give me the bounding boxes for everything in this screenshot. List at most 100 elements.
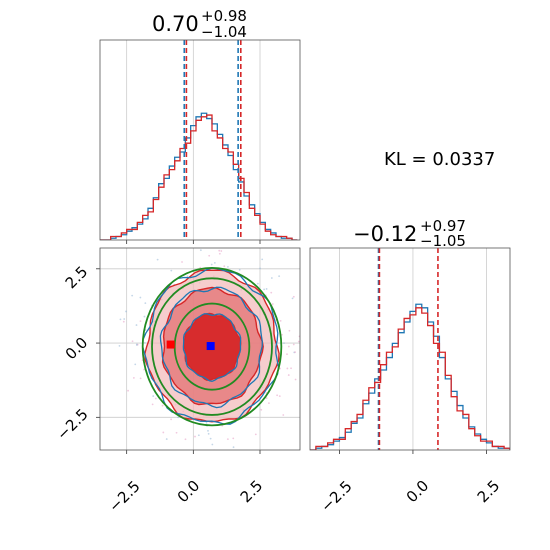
scatter-point [139,296,142,299]
scatter-point [123,318,126,320]
scatter-point [256,282,259,285]
joint-panel [96,248,302,454]
scatter-point [207,432,210,435]
scatter-point [197,434,200,437]
joint-plot-area [100,248,302,450]
blue-contour-line [182,313,242,382]
scatter-point [208,254,211,257]
scatter-point [161,404,164,407]
scatter-point [122,320,125,323]
scatter-point [119,318,122,321]
joint-y-tick-labels: 2.5 0.0 −2.5 [53,263,91,444]
right-marginal-panel [310,248,510,454]
scatter-point [270,277,273,279]
scatter-point [118,344,121,347]
scatter-point [238,268,241,271]
joint-y-tick: 0.0 [62,334,92,364]
scatter-point [287,345,290,348]
scatter-point [259,267,261,270]
scatter-point [220,250,223,252]
scatter-point [254,433,257,436]
scatter-point [152,395,155,397]
scatter-point [143,342,146,344]
top-title-minus: −1.04 [201,23,247,41]
scatter-point [175,431,178,434]
right-x-tick: −2.5 [317,477,355,515]
scatter-point [300,313,302,315]
scatter-point [207,429,209,432]
scatter-point [232,437,235,440]
center-marker [166,340,175,349]
scatter-point [282,414,285,416]
scatter-point [270,291,273,294]
scatter-point [134,363,137,366]
scatter-point [218,249,221,252]
scatter-point [286,353,288,356]
scatter-point [135,324,138,326]
scatter-point [294,378,297,381]
scatter-point [194,435,196,438]
scatter-point [297,340,300,343]
scatter-point [210,263,213,266]
scatter-point [268,402,270,405]
scatter-point [286,367,289,370]
scatter-point [288,329,291,332]
scatter-point [265,397,268,399]
scatter-point [154,397,157,400]
right-marginal-title: −0.12 +0.97 −1.05 [353,217,466,250]
scatter-point [186,275,189,278]
scatter-point [144,302,147,305]
kl-annotation: KL = 0.0337 [384,149,495,170]
scatter-point [177,416,180,419]
top-panel-frame [99,39,301,241]
top-marginal-title: 0.70 +0.98 −1.04 [152,7,247,41]
histogram-blue [100,112,298,240]
center-marker [206,342,215,351]
scatter-point [165,438,168,440]
scatter-point [261,258,264,261]
joint-y-tick: −2.5 [53,405,91,443]
scatter-point [211,443,214,446]
scatter-point [151,403,154,406]
green-ellipse [141,267,283,427]
scatter-point [132,377,135,379]
scatter-point [209,437,212,440]
right-x-tick: 0.0 [403,477,433,507]
scatter-point [131,340,134,343]
scatter-point [139,377,142,380]
scatter-point [139,320,142,323]
joint-x-tick-labels: −2.5 0.0 2.5 [105,477,266,516]
green-ellipse [151,277,273,416]
right-title-median: −0.12 [353,222,417,246]
scatter-point [278,395,281,397]
scatter-point [265,288,268,290]
top-title-plus: +0.98 [201,7,247,25]
scatter-point [279,319,282,322]
joint-x-tick: −2.5 [105,477,143,515]
scatter-point [143,315,146,318]
right-title-minus: −1.05 [420,232,466,250]
scatter-point [226,438,229,441]
scatter-point [170,418,173,421]
scatter-point [170,269,173,272]
scatter-point [294,351,297,354]
scatter-point [278,275,281,278]
scatter-point [232,446,235,449]
scatter-point [276,394,279,397]
scatter-point [260,408,263,411]
top-title-median: 0.70 [152,12,199,36]
joint-panel-frame [99,247,301,451]
scatter-point [218,252,221,255]
scatter-point [291,297,294,300]
scatter-point [205,421,208,424]
scatter-point [290,367,292,370]
right-x-tick: 2.5 [474,477,504,507]
scatter-point [227,265,229,268]
scatter-point [156,258,159,261]
histogram-blue [310,303,510,450]
scatter-point [125,310,127,313]
joint-x-tick: 2.5 [237,477,267,507]
marginal-plot-area [100,40,298,240]
right-panel-frame [309,247,511,451]
